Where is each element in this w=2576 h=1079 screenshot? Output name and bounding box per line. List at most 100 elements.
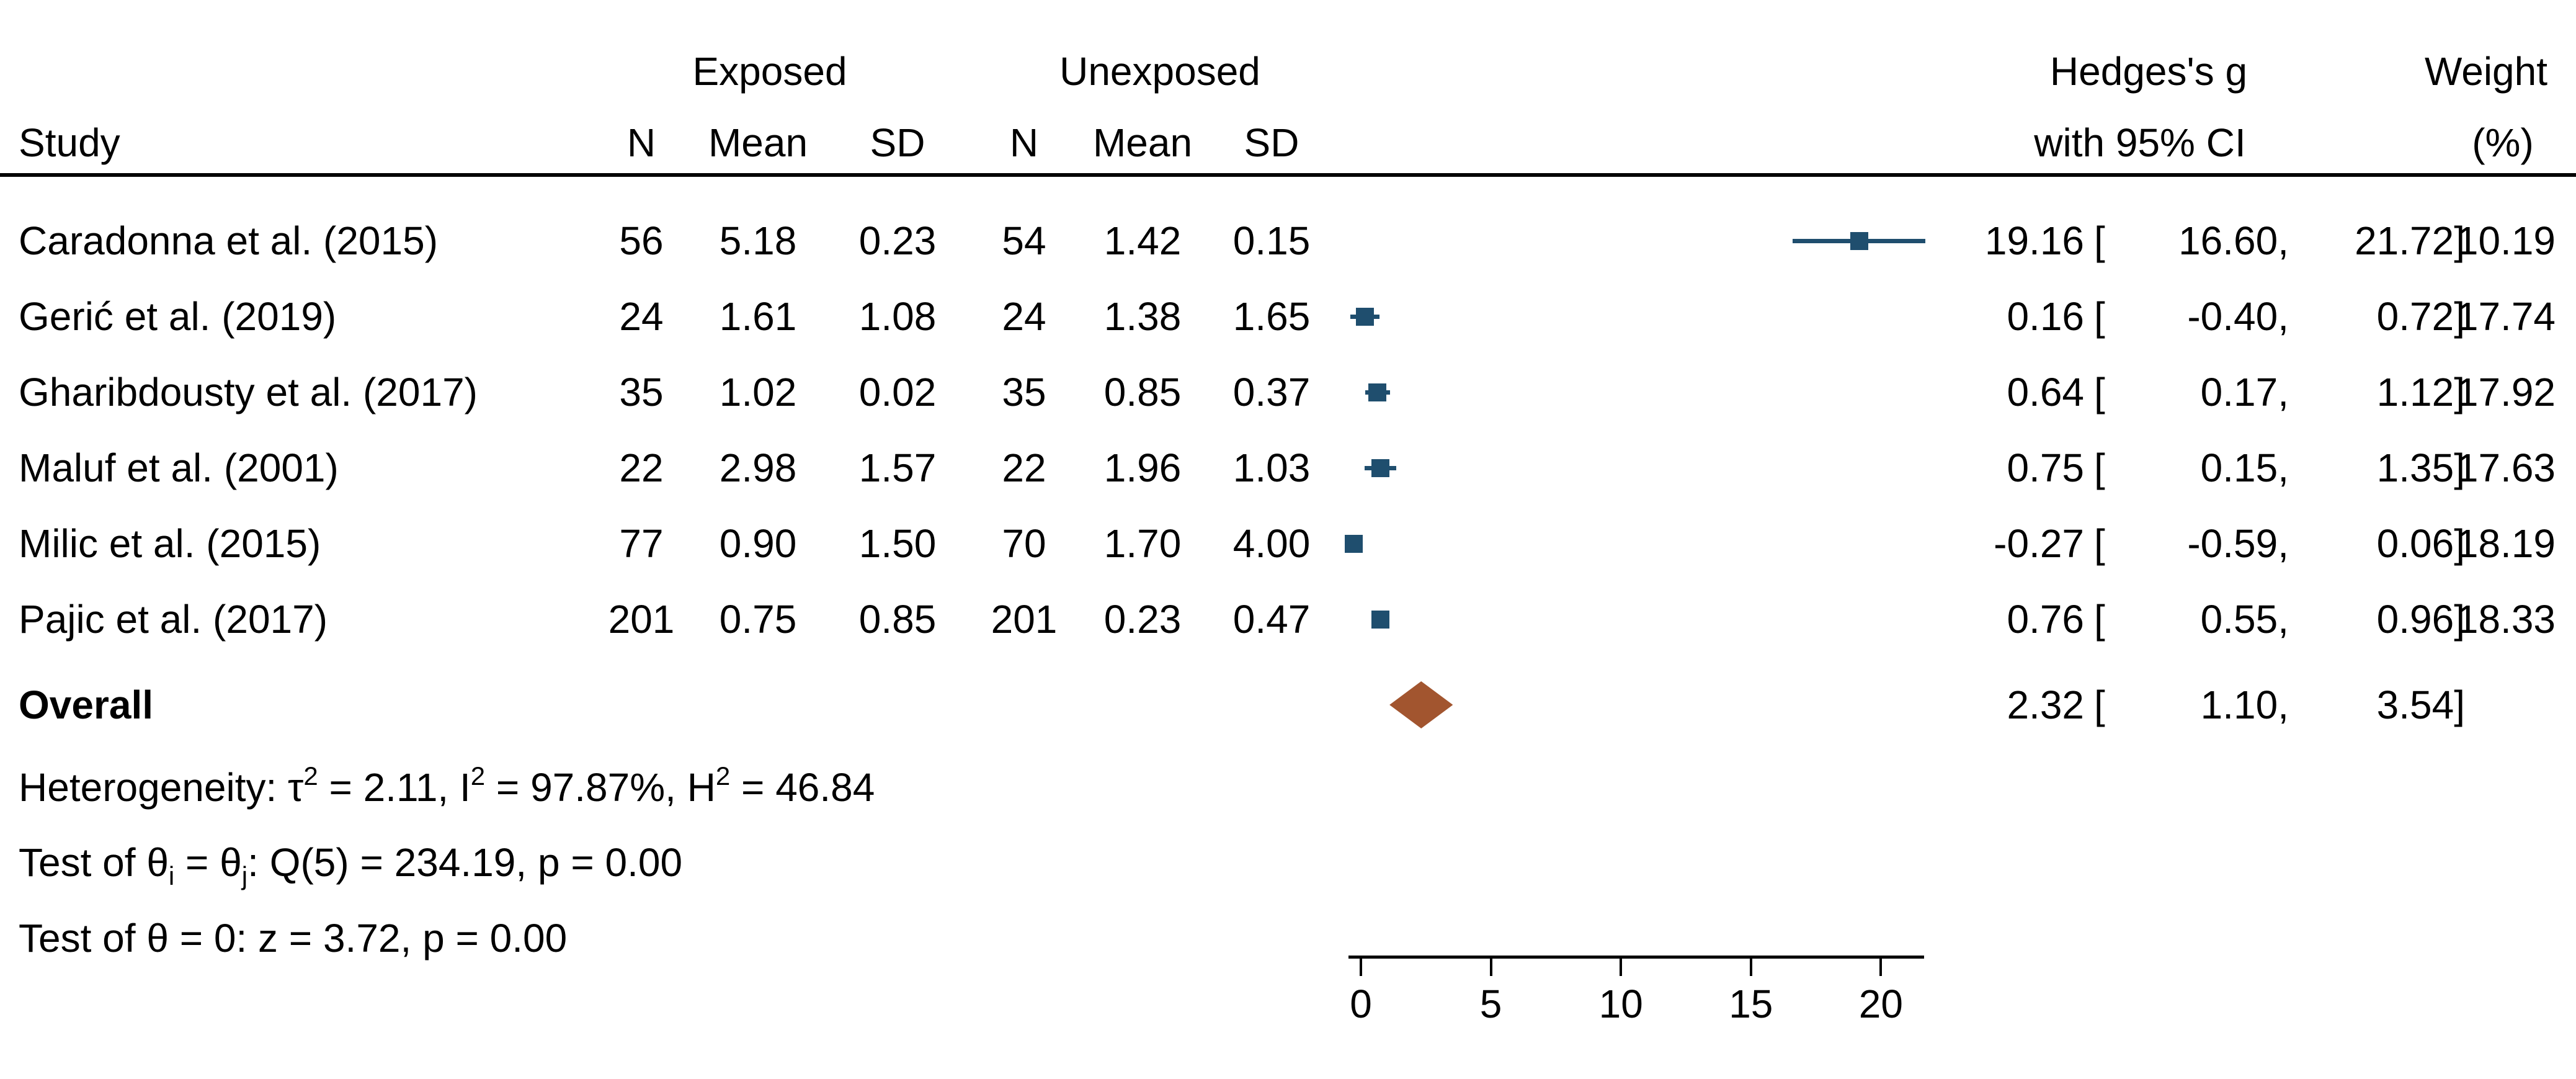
overall-label: Overall	[19, 683, 154, 727]
n-unexposed: 201	[991, 597, 1058, 642]
ci-lower: 0.55,	[2200, 597, 2289, 642]
study-column-header: Study	[19, 120, 120, 165]
effect-value: 19.16	[1984, 218, 2084, 263]
n-exposed: 24	[619, 294, 664, 339]
weight-value: 17.92	[2456, 370, 2556, 414]
overall-ci-upper: 3.54]	[2376, 683, 2465, 727]
mean-exposed: 0.75	[719, 597, 797, 642]
superscript: 2	[470, 761, 486, 790]
ci-upper: 0.06]	[2376, 521, 2465, 566]
x-axis-tick	[1879, 956, 1883, 976]
header-divider	[0, 173, 2576, 177]
sd-exposed: 1.08	[858, 294, 937, 339]
sd-unexposed: 1.65	[1232, 294, 1311, 339]
weight-column-header: Weight	[2424, 49, 2548, 94]
mean-unexposed: 1.42	[1103, 218, 1182, 263]
study-name: Caradonna et al. (2015)	[19, 218, 438, 263]
weight-value: 18.19	[2456, 521, 2556, 566]
n-exposed: 56	[619, 218, 664, 263]
mean-exposed-header: Mean	[708, 120, 808, 165]
effect-point-marker	[1371, 459, 1389, 477]
overall-row: Overall 2.32 [ 1.10, 3.54]	[0, 667, 2576, 743]
ci-open-bracket: [	[2094, 683, 2105, 727]
sd-unexposed: 0.47	[1232, 597, 1311, 642]
n-exposed: 22	[619, 445, 664, 490]
effect-value: 0.16	[2007, 294, 2084, 339]
ci-open-bracket: [	[2094, 370, 2105, 414]
sd-unexposed-header: SD	[1244, 120, 1299, 165]
n-exposed: 201	[608, 597, 675, 642]
superscript: 2	[303, 761, 318, 790]
sd-unexposed: 0.37	[1232, 370, 1311, 414]
effect-point-marker	[1850, 231, 1868, 250]
table-row: Milic et al. (2015) 77 0.90 1.50 70 1.70…	[0, 506, 2576, 581]
subscript: j	[241, 861, 248, 890]
effect-value: 0.75	[2007, 445, 2084, 490]
study-name: Gerić et al. (2019)	[19, 294, 337, 339]
n-exposed: 35	[619, 370, 664, 414]
sd-exposed: 1.50	[858, 521, 937, 566]
mean-unexposed: 1.38	[1103, 294, 1182, 339]
ci-open-bracket: [	[2094, 521, 2105, 566]
effect-value: -0.27	[1994, 521, 2084, 566]
x-axis-tick	[1360, 956, 1362, 976]
mean-exposed: 2.98	[719, 445, 797, 490]
ci-open-bracket: [	[2094, 218, 2105, 263]
x-axis-tick-label: 20	[1858, 982, 1903, 1026]
mean-unexposed: 0.85	[1103, 370, 1182, 414]
table-row: Caradonna et al. (2015) 56 5.18 0.23 54 …	[0, 203, 2576, 279]
sd-exposed: 0.23	[858, 218, 937, 263]
ci-lower: -0.59,	[2187, 521, 2289, 566]
ci-upper: 1.35]	[2376, 445, 2465, 490]
weight-pct-header: (%)	[2472, 120, 2534, 165]
n-unexposed: 22	[1002, 445, 1046, 490]
study-name: Pajic et al. (2017)	[19, 597, 328, 642]
effect-value: 0.76	[2007, 597, 2084, 642]
weight-value: 10.19	[2456, 218, 2556, 263]
ci-open-bracket: [	[2094, 597, 2105, 642]
ci-lower: 0.17,	[2200, 370, 2289, 414]
n-unexposed-header: N	[1009, 120, 1039, 165]
header-row-groups: Exposed Unexposed Hedges's g Weight	[0, 37, 2576, 105]
sd-exposed: 1.57	[858, 445, 937, 490]
effect-point-marker	[1368, 383, 1387, 401]
ci-upper: 21.72]	[2355, 218, 2465, 263]
ci-upper: 1.12]	[2376, 370, 2465, 414]
z-test-note: Test of θ = 0: z = 3.72, p = 0.00	[19, 916, 568, 960]
ci-lower: 0.15,	[2200, 445, 2289, 490]
sd-exposed-header: SD	[870, 120, 925, 165]
effect-point-marker	[1356, 307, 1375, 326]
table-row: Gharibdousty et al. (2017) 35 1.02 0.02 …	[0, 354, 2576, 430]
sd-unexposed: 0.15	[1232, 218, 1311, 263]
sd-exposed: 0.02	[858, 370, 937, 414]
x-axis-tick-label: 0	[1350, 982, 1372, 1026]
study-name: Maluf et al. (2001)	[19, 445, 339, 490]
group-header-exposed: Exposed	[692, 49, 847, 94]
mean-exposed: 5.18	[719, 218, 797, 263]
effect-point-marker	[1371, 610, 1390, 629]
effect-point-marker	[1345, 534, 1363, 553]
n-unexposed: 70	[1002, 521, 1046, 566]
weight-value: 17.63	[2456, 445, 2556, 490]
mean-unexposed-header: Mean	[1092, 120, 1193, 165]
mean-exposed: 1.61	[719, 294, 797, 339]
mean-unexposed: 1.96	[1103, 445, 1182, 490]
table-row: Gerić et al. (2019) 24 1.61 1.08 24 1.38…	[0, 279, 2576, 354]
n-exposed-header: N	[626, 120, 656, 165]
header-row-columns: Study N Mean SD N Mean SD with 95% CI (%…	[0, 109, 2576, 177]
group-header-unexposed: Unexposed	[1059, 49, 1260, 94]
ci-lower: 16.60,	[2178, 218, 2289, 263]
n-unexposed: 35	[1002, 370, 1046, 414]
x-axis-tick-label: 10	[1598, 982, 1643, 1026]
effect-column-header: Hedges's g	[2049, 49, 2248, 94]
overall-ci-lower: 1.10,	[2200, 683, 2289, 727]
n-unexposed: 24	[1002, 294, 1046, 339]
ci-lower: -0.40,	[2187, 294, 2289, 339]
x-axis-line	[1348, 956, 1924, 959]
q-test-note: Test of θi = θj: Q(5) = 234.19, p = 0.00	[19, 840, 683, 890]
heterogeneity-note: Heterogeneity: τ2 = 2.11, I2 = 97.87%, H…	[19, 761, 875, 810]
ci-open-bracket: [	[2094, 294, 2105, 339]
study-name: Gharibdousty et al. (2017)	[19, 370, 478, 414]
weight-value: 18.33	[2456, 597, 2556, 642]
